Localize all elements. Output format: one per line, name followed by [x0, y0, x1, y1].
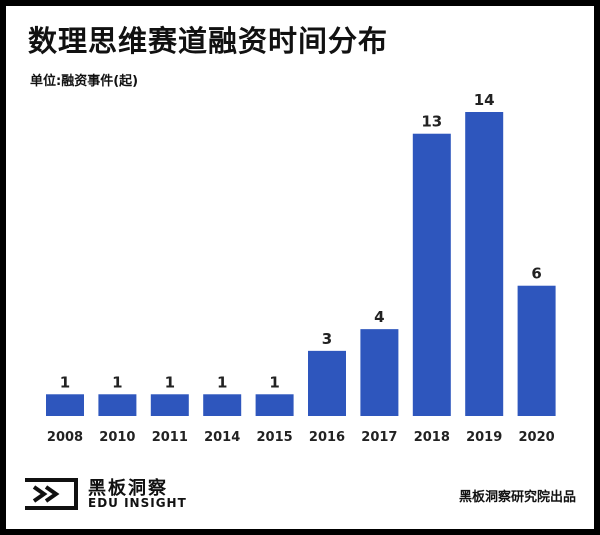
- bar-value-label-2017: 4: [374, 308, 384, 326]
- bar-2011: [150, 394, 189, 416]
- x-tick-label-2008: 2008: [47, 430, 83, 445]
- bar-value-label-2018: 13: [421, 113, 442, 131]
- x-tick-label-2011: 2011: [152, 430, 188, 445]
- bar-2014: [203, 394, 242, 416]
- bar-value-label-2020: 6: [531, 265, 541, 283]
- x-tick-label-2016: 2016: [309, 430, 345, 445]
- bar-value-label-2011: 1: [165, 373, 175, 391]
- x-tick-label-2020: 2020: [519, 430, 555, 445]
- bar-2019: [465, 112, 504, 416]
- x-tick-label-2017: 2017: [361, 430, 397, 445]
- x-tick-label-2010: 2010: [99, 430, 135, 445]
- unit-label: 单位:融资事件(起): [30, 74, 139, 89]
- bar-value-label-2015: 1: [269, 373, 279, 391]
- bar-value-label-2016: 3: [322, 330, 332, 348]
- bar-2010: [98, 394, 137, 416]
- source-credit: 黑板洞察研究院出品: [458, 490, 576, 505]
- bar-2015: [255, 394, 294, 416]
- logo-text-cn: 黑板洞察: [88, 478, 168, 499]
- bar-2017: [360, 329, 399, 416]
- bar-2020: [517, 285, 556, 416]
- bar-2008: [46, 394, 84, 416]
- bar-value-label-2019: 14: [474, 91, 495, 109]
- x-tick-label-2019: 2019: [466, 430, 502, 445]
- x-tick-label-2014: 2014: [204, 430, 240, 445]
- logo: 黑板洞察 EDU INSIGHT: [22, 474, 186, 516]
- bar-2018: [412, 133, 451, 416]
- x-tick-label-2018: 2018: [414, 430, 450, 445]
- bar-value-label-2008: 1: [60, 373, 70, 391]
- x-tick-label-2015: 2015: [257, 430, 293, 445]
- logo-text-en: EDU INSIGHT: [88, 496, 187, 510]
- bar-value-label-2010: 1: [112, 373, 122, 391]
- chart-title: 数理思维赛道融资时间分布: [28, 24, 389, 58]
- bar-2016: [308, 350, 346, 416]
- bar-value-label-2014: 1: [217, 373, 227, 391]
- edu-insight-logo-icon: [25, 478, 78, 510]
